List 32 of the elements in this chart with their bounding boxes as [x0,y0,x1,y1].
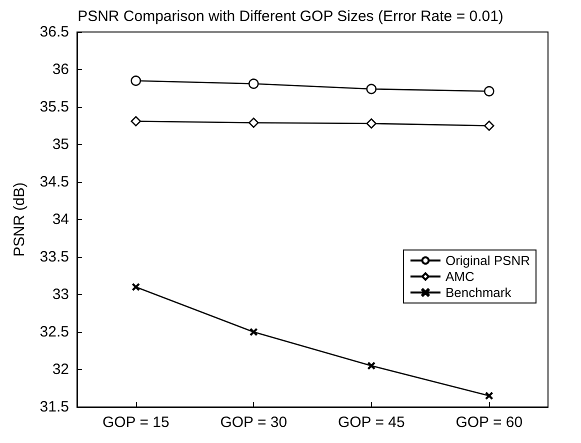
y-tick-label: 35.5 [40,98,69,116]
x-tick-label: GOP = 45 [338,414,405,431]
legend-label: Benchmark [445,285,512,300]
y-tick-label: 33.5 [40,248,69,266]
chart-title: PSNR Comparison with Different GOP Sizes (Error Rate = 0.01) [78,8,504,25]
y-tick-label: 36.5 [40,24,69,40]
x-tick-label: GOP = 60 [456,414,523,431]
y-tick-label: 32 [52,361,69,378]
y-tick-label: 32.5 [40,324,69,340]
legend-label: Original PSNR [445,253,530,268]
x-tick-label: GOP = 15 [102,414,170,431]
point [484,120,494,131]
point [248,78,259,89]
point [130,116,142,126]
y-tick-label: 34 [52,211,69,228]
legend-label: AMC [445,269,474,284]
x-tick-label: GOP = 30 [220,414,288,431]
point [248,118,259,128]
y-tick-label: 36 [52,61,69,78]
y-tick-label: 35 [52,136,69,153]
point [368,362,376,370]
y-tick-label: 31.5 [40,398,69,416]
point [484,86,494,96]
y-axis-title: PSNR (dB) [11,182,28,257]
point [366,118,377,129]
point [130,76,142,86]
point [485,392,493,400]
y-tick-label: 33 [52,286,69,303]
point [250,328,258,336]
point [366,84,377,94]
y-tick-label: 34.5 [40,174,69,190]
point [132,283,140,291]
